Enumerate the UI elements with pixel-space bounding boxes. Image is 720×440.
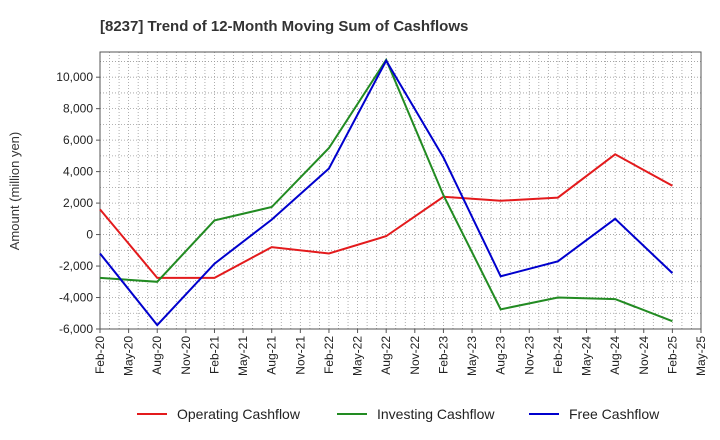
x-tick-label: Aug-20 [150, 336, 164, 375]
plot-area [99, 51, 702, 330]
y-tick-label: -6,000 [59, 322, 93, 336]
x-tick-label: Nov-21 [293, 336, 307, 375]
x-tick-label: Aug-21 [265, 336, 279, 375]
y-tick-label: 6,000 [63, 133, 93, 147]
x-tick-label: Feb-23 [436, 336, 450, 374]
x-tick-label: Feb-24 [551, 336, 565, 374]
y-tick-label: 10,000 [56, 70, 93, 84]
x-tick-label: May-24 [580, 336, 594, 376]
legend-label: Free Cashflow [569, 406, 660, 422]
legend-label: Investing Cashflow [377, 406, 495, 422]
x-tick-label: Nov-20 [179, 336, 193, 375]
x-tick-label: Feb-20 [93, 336, 107, 374]
series-lines [99, 57, 674, 327]
x-tick-label: Nov-22 [408, 336, 422, 375]
legend-label: Operating Cashflow [177, 406, 301, 422]
y-tick-label: -2,000 [59, 259, 93, 273]
x-tick-label: Aug-22 [379, 336, 393, 375]
y-axis-label: Amount (million yen) [7, 132, 22, 251]
y-axis: -6,000 -4,000 -2,000 0 2,000 4,000 6,000 8,000 1… [56, 70, 100, 336]
x-tick-label: Nov-24 [637, 336, 651, 375]
y-tick-label: -4,000 [59, 291, 93, 305]
legend: Operating Cashflow Investing Cashflow Free… [137, 406, 660, 422]
y-tick-label: 8,000 [63, 102, 93, 116]
y-tick-label: 4,000 [63, 165, 93, 179]
x-tick-label: May-20 [122, 336, 136, 376]
grid-lines [99, 52, 702, 330]
x-tick-label: Feb-21 [207, 336, 221, 374]
y-tick-label: 0 [86, 228, 93, 242]
x-tick-label: Feb-22 [322, 336, 336, 374]
series-line-free-cashflow [99, 58, 674, 327]
y-tick-label: 2,000 [63, 196, 93, 210]
x-tick-label: May-25 [694, 336, 708, 376]
x-tick-label: May-21 [236, 336, 250, 376]
x-tick-label: Feb-25 [665, 336, 679, 374]
series-line-operating-cashflow [99, 153, 673, 279]
x-tick-label: Nov-23 [522, 336, 536, 375]
x-tick-label: Aug-23 [494, 336, 508, 375]
chart-title: [8237] Trend of 12-Month Moving Sum of C… [100, 18, 468, 35]
x-tick-label: May-22 [351, 336, 365, 376]
x-tick-label: May-23 [465, 336, 479, 376]
x-tick-label: Aug-24 [608, 336, 622, 375]
x-axis: Feb-20 May-20 Aug-20 Nov-20 Feb-21 May-21 Aug-… [93, 329, 708, 376]
